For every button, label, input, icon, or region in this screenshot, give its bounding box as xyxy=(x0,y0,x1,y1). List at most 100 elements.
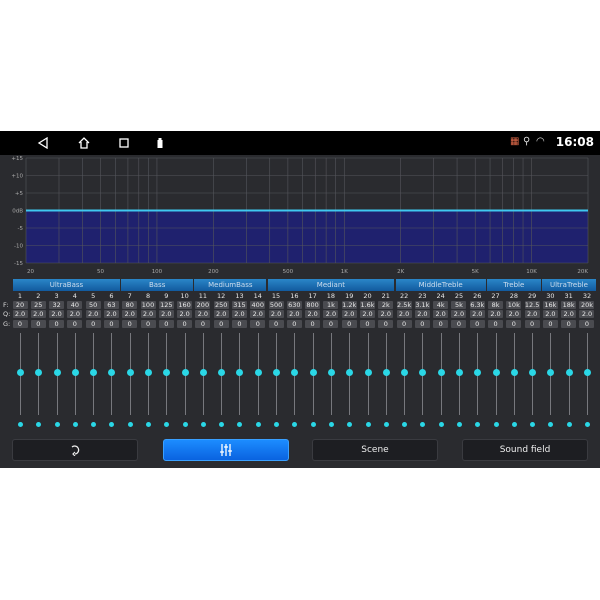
band-slider-knob[interactable] xyxy=(529,368,537,376)
band-gain[interactable]: 0 xyxy=(30,320,46,328)
band-slider-knob[interactable] xyxy=(510,368,518,376)
band-q[interactable]: 2.0 xyxy=(524,310,540,318)
band-frequency[interactable]: 3.1k xyxy=(414,301,430,309)
band-slider-knob[interactable] xyxy=(474,368,482,376)
band-frequency[interactable]: 6.3k xyxy=(469,301,485,309)
band-gain[interactable]: 0 xyxy=(579,320,595,328)
band-frequency[interactable]: 400 xyxy=(250,301,266,309)
band-slider-knob[interactable] xyxy=(364,368,372,376)
band-slider-knob[interactable] xyxy=(35,368,43,376)
band-frequency[interactable]: 1k xyxy=(323,301,339,309)
band-slider-knob[interactable] xyxy=(126,368,134,376)
band-q[interactable]: 2.0 xyxy=(396,310,412,318)
band-frequency[interactable]: 5k xyxy=(451,301,467,309)
band-gain[interactable]: 0 xyxy=(323,320,339,328)
band-frequency[interactable]: 160 xyxy=(177,301,193,309)
band-q[interactable]: 2.0 xyxy=(30,310,46,318)
band-frequency[interactable]: 500 xyxy=(268,301,284,309)
recents-icon[interactable] xyxy=(117,136,131,150)
band-slider-knob[interactable] xyxy=(419,368,427,376)
band-gain[interactable]: 0 xyxy=(542,320,558,328)
band-q[interactable]: 2.0 xyxy=(177,310,193,318)
band-frequency[interactable]: 800 xyxy=(305,301,321,309)
band-slider-knob[interactable] xyxy=(565,368,573,376)
band-q[interactable]: 2.0 xyxy=(195,310,211,318)
band-q[interactable]: 2.0 xyxy=(85,310,101,318)
band-q[interactable]: 2.0 xyxy=(341,310,357,318)
band-q[interactable]: 2.0 xyxy=(488,310,504,318)
band-q[interactable]: 2.0 xyxy=(305,310,321,318)
band-gain[interactable]: 0 xyxy=(12,320,28,328)
band-gain[interactable]: 0 xyxy=(67,320,83,328)
band-frequency[interactable]: 25 xyxy=(30,301,46,309)
band-gain[interactable]: 0 xyxy=(158,320,174,328)
band-gain[interactable]: 0 xyxy=(561,320,577,328)
band-gain[interactable]: 0 xyxy=(396,320,412,328)
band-gain[interactable]: 0 xyxy=(231,320,247,328)
band-slider-knob[interactable] xyxy=(382,368,390,376)
band-gain[interactable]: 0 xyxy=(488,320,504,328)
band-frequency[interactable]: 125 xyxy=(158,301,174,309)
band-q[interactable]: 2.0 xyxy=(579,310,595,318)
band-q[interactable]: 2.0 xyxy=(414,310,430,318)
group-header-mediumbass[interactable]: MediumBass xyxy=(194,279,267,291)
band-slider-knob[interactable] xyxy=(492,368,500,376)
band-frequency[interactable]: 200 xyxy=(195,301,211,309)
band-q[interactable]: 2.0 xyxy=(231,310,247,318)
band-gain[interactable]: 0 xyxy=(177,320,193,328)
band-q[interactable]: 2.0 xyxy=(469,310,485,318)
band-slider-knob[interactable] xyxy=(236,368,244,376)
band-q[interactable]: 2.0 xyxy=(360,310,375,318)
group-header-bass[interactable]: Bass xyxy=(121,279,194,291)
band-gain[interactable]: 0 xyxy=(268,320,284,328)
band-slider-knob[interactable] xyxy=(163,368,171,376)
band-slider-knob[interactable] xyxy=(547,368,555,376)
reset-button[interactable] xyxy=(12,439,138,461)
scene-button[interactable]: Scene xyxy=(312,439,438,461)
band-frequency[interactable]: 12.5 xyxy=(524,301,540,309)
band-slider-knob[interactable] xyxy=(199,368,207,376)
band-gain[interactable]: 0 xyxy=(140,320,156,328)
equalizer-button[interactable] xyxy=(163,439,289,461)
band-slider-knob[interactable] xyxy=(437,368,445,376)
band-q[interactable]: 2.0 xyxy=(451,310,467,318)
back-icon[interactable] xyxy=(36,136,50,150)
band-q[interactable]: 2.0 xyxy=(158,310,174,318)
group-header-mediant[interactable]: Mediant xyxy=(267,279,395,291)
band-frequency[interactable]: 1.6k xyxy=(360,301,375,309)
band-gain[interactable]: 0 xyxy=(341,320,357,328)
band-slider-knob[interactable] xyxy=(181,368,189,376)
band-gain[interactable]: 0 xyxy=(433,320,449,328)
band-gain[interactable]: 0 xyxy=(85,320,101,328)
band-slider-knob[interactable] xyxy=(583,368,591,376)
band-gain[interactable]: 0 xyxy=(469,320,485,328)
band-slider-knob[interactable] xyxy=(327,368,335,376)
band-frequency[interactable]: 250 xyxy=(213,301,229,309)
home-icon[interactable] xyxy=(77,136,91,150)
band-gain[interactable]: 0 xyxy=(250,320,266,328)
band-frequency[interactable]: 16k xyxy=(542,301,558,309)
band-gain[interactable]: 0 xyxy=(122,320,138,328)
band-frequency[interactable]: 32 xyxy=(49,301,65,309)
band-gain[interactable]: 0 xyxy=(378,320,394,328)
band-frequency[interactable]: 100 xyxy=(140,301,156,309)
band-slider-knob[interactable] xyxy=(346,368,354,376)
band-frequency[interactable]: 63 xyxy=(103,301,119,309)
band-slider-knob[interactable] xyxy=(401,368,409,376)
group-header-ultratreble[interactable]: UltraTreble xyxy=(541,279,596,291)
band-gain[interactable]: 0 xyxy=(414,320,430,328)
band-gain[interactable]: 0 xyxy=(103,320,119,328)
band-slider-knob[interactable] xyxy=(254,368,262,376)
band-q[interactable]: 2.0 xyxy=(12,310,28,318)
group-header-treble[interactable]: Treble xyxy=(487,279,541,291)
band-frequency[interactable]: 10k xyxy=(506,301,522,309)
band-frequency[interactable]: 315 xyxy=(231,301,247,309)
band-gain[interactable]: 0 xyxy=(451,320,467,328)
band-frequency[interactable]: 18k xyxy=(561,301,577,309)
band-gain[interactable]: 0 xyxy=(506,320,522,328)
band-q[interactable]: 2.0 xyxy=(213,310,229,318)
band-frequency[interactable]: 2.5k xyxy=(396,301,412,309)
band-frequency[interactable]: 80 xyxy=(122,301,138,309)
band-gain[interactable]: 0 xyxy=(195,320,211,328)
group-header-middletreble[interactable]: MiddleTreble xyxy=(395,279,486,291)
